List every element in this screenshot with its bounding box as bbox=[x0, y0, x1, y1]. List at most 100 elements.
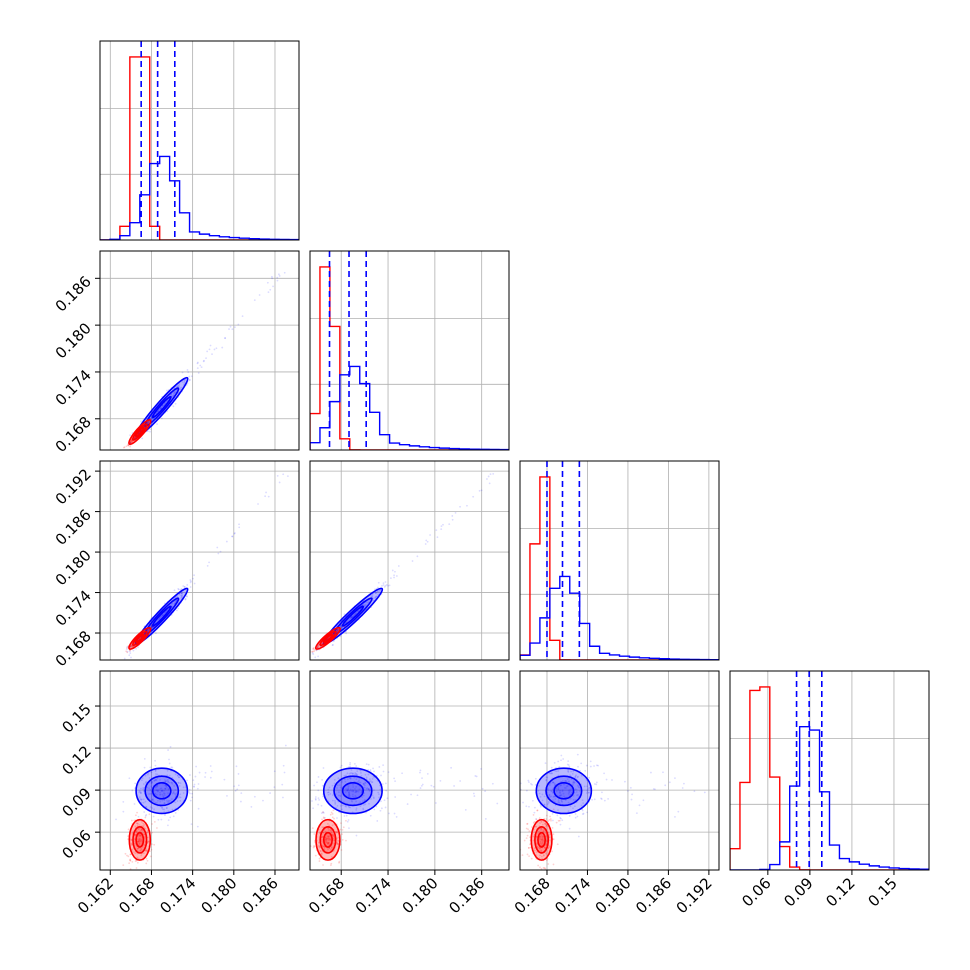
scatter-point-blue bbox=[573, 781, 576, 784]
scatter-point-blue bbox=[178, 796, 181, 799]
scatter-point-red bbox=[336, 831, 339, 833]
scatter-point-blue bbox=[559, 795, 561, 797]
panel-frame bbox=[309, 250, 510, 451]
scatter-point-red bbox=[123, 446, 126, 449]
scatter-point-red bbox=[138, 827, 140, 830]
scatter-point-blue bbox=[480, 489, 483, 492]
scatter-point-blue bbox=[240, 800, 242, 803]
scatter-point-red bbox=[329, 848, 332, 851]
scatter-point-blue bbox=[552, 799, 554, 802]
scatter-point-blue bbox=[421, 783, 424, 786]
scatter-point-blue bbox=[352, 772, 355, 775]
scatter-point-blue bbox=[189, 581, 192, 584]
x-tick-label: 0.186 bbox=[239, 874, 282, 917]
scatter-point-blue bbox=[156, 789, 159, 792]
scatter-point-red bbox=[539, 866, 541, 869]
scatter-point-blue bbox=[681, 787, 684, 789]
scatter-point-blue bbox=[434, 802, 437, 804]
scatter-point-blue bbox=[362, 794, 365, 797]
scatter-point-blue bbox=[148, 777, 151, 779]
scatter-point-blue bbox=[354, 772, 357, 774]
scatter-point-blue bbox=[553, 795, 556, 798]
scatter-point-red bbox=[328, 835, 331, 837]
scatter-point-red bbox=[311, 650, 313, 653]
scatter-point-blue bbox=[173, 392, 176, 395]
scatter-point-blue bbox=[188, 378, 191, 381]
scatter-point-red bbox=[527, 828, 529, 831]
scatter-point-blue bbox=[170, 781, 173, 784]
scatter-point-red bbox=[541, 823, 544, 826]
contour-red bbox=[135, 633, 145, 643]
scatter-point-blue bbox=[534, 777, 537, 780]
scatter-point-red bbox=[548, 819, 551, 821]
scatter-point-red bbox=[535, 818, 538, 821]
scatter-point-blue bbox=[317, 803, 320, 806]
scatter-point-red bbox=[131, 860, 134, 863]
scatter-point-red bbox=[133, 851, 135, 853]
scatter-point-red bbox=[540, 844, 543, 847]
scatter-point-blue bbox=[352, 783, 354, 786]
scatter-point-red bbox=[337, 843, 340, 846]
scatter-point-blue bbox=[237, 773, 240, 775]
scatter-point-blue bbox=[365, 811, 367, 814]
scatter-point-red bbox=[541, 841, 544, 844]
scatter-point-blue bbox=[126, 645, 129, 648]
scatter-point-blue bbox=[159, 787, 162, 790]
scatter-point-blue bbox=[376, 820, 379, 822]
scatter-point-blue bbox=[183, 585, 186, 588]
scatter-point-blue bbox=[555, 790, 558, 793]
scatter-point-red bbox=[129, 859, 131, 862]
scatter-point-blue bbox=[355, 807, 358, 810]
scatter-point-blue bbox=[378, 793, 380, 796]
scatter-point-blue bbox=[271, 277, 274, 280]
scatter-point-blue bbox=[558, 791, 561, 794]
scatter-point-blue bbox=[151, 798, 154, 801]
scatter-point-red bbox=[330, 829, 332, 832]
x-tick-label: 0.12 bbox=[822, 874, 858, 910]
scatter-point-blue bbox=[367, 788, 370, 791]
scatter-point-blue bbox=[548, 794, 551, 797]
scatter-point-blue bbox=[144, 814, 147, 817]
scatter-point-blue bbox=[163, 789, 165, 792]
scatter-point-blue bbox=[401, 772, 403, 775]
scatter-point-blue bbox=[561, 780, 564, 782]
scatter-point-blue bbox=[349, 765, 352, 768]
scatter-point-blue bbox=[611, 779, 613, 781]
scatter-point-blue bbox=[570, 770, 572, 773]
scatter-point-blue bbox=[150, 785, 153, 788]
scatter-point-blue bbox=[173, 600, 176, 603]
scatter-point-blue bbox=[570, 791, 573, 794]
scatter-point-blue bbox=[172, 815, 175, 818]
scatter-point-blue bbox=[478, 489, 481, 492]
scatter-point-blue bbox=[550, 766, 553, 769]
scatter-point-blue bbox=[541, 799, 544, 802]
scatter-point-blue bbox=[451, 515, 454, 517]
scatter-point-blue bbox=[546, 803, 549, 806]
panel-content bbox=[520, 753, 706, 870]
scatter-point-blue bbox=[322, 795, 324, 798]
scatter-point-blue bbox=[539, 795, 542, 798]
scatter-point-blue bbox=[237, 323, 240, 326]
scatter-point-blue bbox=[151, 799, 153, 802]
contour-blue bbox=[535, 767, 593, 815]
scatter-point-blue bbox=[172, 405, 175, 408]
scatter-point-blue bbox=[154, 786, 157, 789]
scatter-point-red bbox=[321, 811, 324, 814]
scatter-point-blue bbox=[314, 797, 317, 800]
scatter-point-red bbox=[323, 848, 326, 850]
scatter-point-blue bbox=[171, 766, 174, 769]
scatter-point-blue bbox=[192, 779, 195, 782]
scatter-point-blue bbox=[366, 787, 369, 789]
y-tick-label: 0.186 bbox=[52, 272, 95, 315]
scatter-point-blue bbox=[166, 769, 169, 772]
contour-red bbox=[128, 818, 152, 861]
scatter-point-red bbox=[145, 857, 148, 860]
contour-blue bbox=[333, 597, 373, 635]
panel-frame bbox=[99, 40, 300, 241]
scatter-point-blue bbox=[171, 808, 174, 811]
scatter-point-blue bbox=[186, 369, 189, 371]
scatter-point-blue bbox=[157, 409, 160, 411]
scatter-point-red bbox=[137, 840, 139, 843]
scatter-point-blue bbox=[347, 787, 350, 790]
